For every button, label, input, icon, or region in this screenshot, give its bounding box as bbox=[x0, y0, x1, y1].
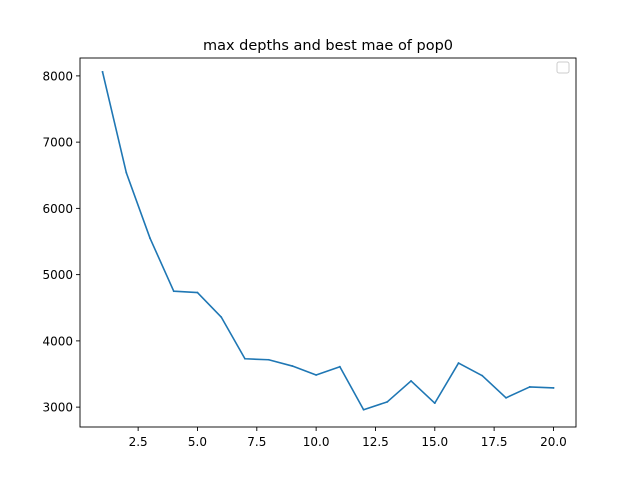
data-point bbox=[267, 358, 270, 361]
x-tick-label: 5.0 bbox=[188, 435, 207, 449]
plot-area bbox=[101, 70, 555, 411]
data-point bbox=[481, 374, 484, 377]
data-point bbox=[505, 396, 507, 399]
y-tick-label: 3000 bbox=[42, 401, 73, 415]
data-point bbox=[315, 374, 318, 376]
data-point bbox=[552, 387, 555, 389]
data-point bbox=[125, 171, 128, 174]
data-point bbox=[291, 365, 294, 367]
x-tick-label: 15.0 bbox=[421, 435, 448, 449]
x-tick-label: 2.5 bbox=[129, 435, 148, 449]
y-tick-label: 4000 bbox=[42, 334, 73, 348]
data-point bbox=[433, 402, 436, 405]
axes: 2.5 5.0 7.5 10.0 12.5 15.0 17.5 20.0 3000 4000 500… bbox=[42, 57, 577, 449]
data-point bbox=[362, 408, 365, 411]
chart-title: max depths and best mae of pop0 bbox=[203, 38, 453, 54]
y-tick-label: 5000 bbox=[42, 268, 73, 282]
y-tick-label: 6000 bbox=[42, 202, 73, 216]
axes-frame bbox=[79, 57, 577, 428]
x-tick-label: 10.0 bbox=[303, 435, 330, 449]
data-point bbox=[457, 362, 460, 364]
data-point bbox=[386, 400, 389, 403]
x-tick-label: 17.5 bbox=[481, 435, 508, 449]
x-tick-label: 7.5 bbox=[247, 435, 266, 449]
data-point bbox=[149, 237, 151, 240]
legend-box bbox=[556, 61, 570, 74]
data-point bbox=[220, 316, 223, 318]
y-tick-label: 8000 bbox=[42, 69, 73, 83]
data-point bbox=[101, 71, 104, 73]
data-point bbox=[410, 380, 412, 382]
data-point bbox=[172, 290, 175, 293]
data-point bbox=[338, 365, 341, 368]
data-point bbox=[244, 357, 246, 360]
x-tick-label: 12.5 bbox=[362, 435, 389, 449]
y-tick-label: 7000 bbox=[42, 136, 73, 150]
x-tick-label: 20.0 bbox=[540, 435, 567, 449]
series-line bbox=[101, 70, 555, 411]
data-point bbox=[528, 386, 531, 388]
data-point bbox=[196, 291, 199, 294]
legend bbox=[556, 61, 570, 74]
